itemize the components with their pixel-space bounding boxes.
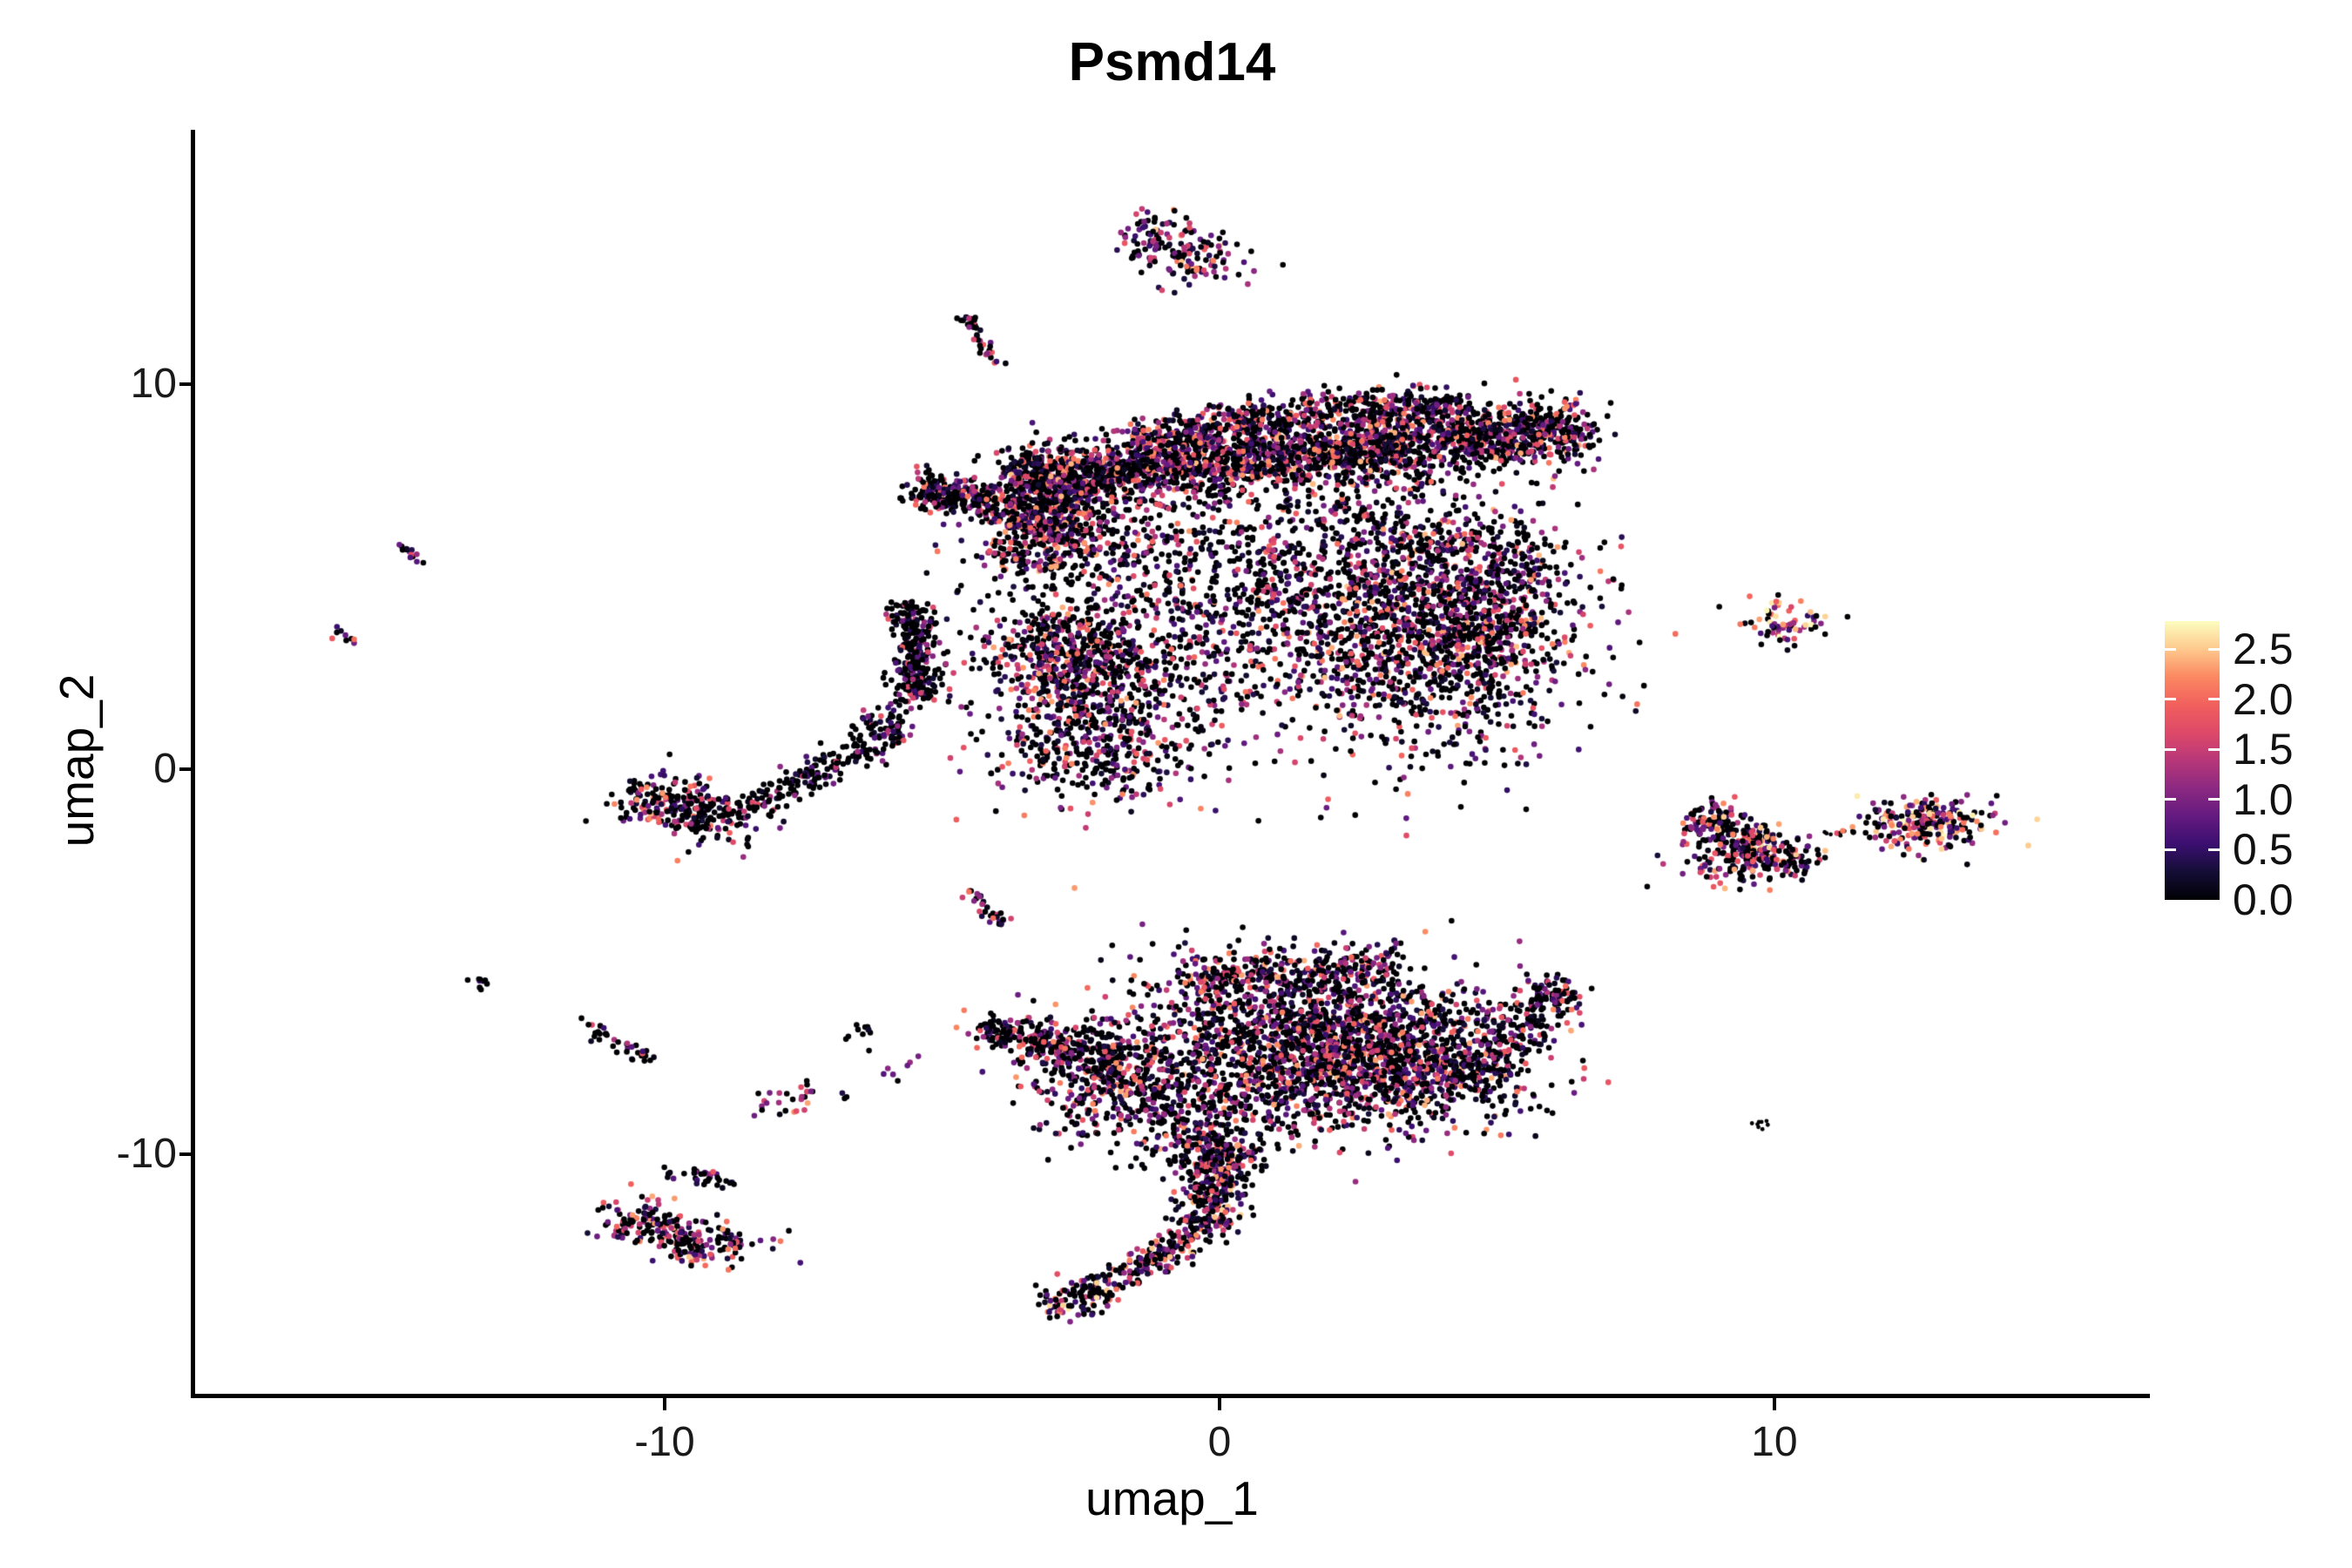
y-tick-mark (179, 767, 192, 771)
colorbar-label: 0.0 (2233, 875, 2294, 924)
y-tick-label: 10 (130, 361, 177, 408)
colorbar-tick-left (2165, 798, 2176, 801)
colorbar-tick-left (2165, 848, 2176, 851)
x-axis-line (191, 1394, 2150, 1398)
x-tick-label: 0 (1207, 1419, 1232, 1465)
x-axis-title: umap_1 (1085, 1471, 1259, 1525)
colorbar-tick-left (2165, 747, 2176, 751)
colorbar-tick-right (2208, 698, 2220, 701)
colorbar-label: 2.0 (2233, 674, 2294, 724)
colorbar-tick-right (2208, 798, 2220, 801)
colorbar-tick-left (2165, 647, 2176, 651)
x-tick-mark (1772, 1398, 1776, 1410)
colorbar-tick-right (2208, 848, 2220, 851)
colorbar-gradient (2165, 621, 2220, 900)
colorbar-label: 1.0 (2233, 774, 2294, 824)
colorbar-tick-left (2165, 698, 2176, 701)
x-tick-label: -10 (634, 1419, 695, 1465)
x-tick-mark (663, 1398, 667, 1410)
y-tick-label: 0 (153, 746, 177, 792)
colorbar-label: 2.5 (2233, 625, 2294, 674)
y-tick-label: -10 (116, 1130, 177, 1177)
colorbar-tick-right (2208, 647, 2220, 651)
y-tick-mark (179, 1152, 192, 1156)
colorbar-tick-right (2208, 747, 2220, 751)
y-tick-mark (179, 382, 192, 387)
colorbar-label: 0.5 (2233, 825, 2294, 875)
x-tick-label: 10 (1751, 1419, 1798, 1465)
colorbar-label: 1.5 (2233, 725, 2294, 774)
x-tick-mark (1217, 1398, 1221, 1410)
y-axis-line (191, 130, 195, 1398)
